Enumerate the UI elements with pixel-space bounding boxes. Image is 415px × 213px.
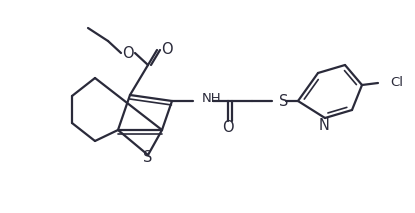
Text: S: S: [143, 150, 153, 164]
Text: O: O: [161, 42, 173, 56]
Text: S: S: [279, 94, 288, 108]
Text: Cl: Cl: [390, 76, 403, 89]
Text: O: O: [122, 46, 134, 60]
Text: O: O: [222, 121, 234, 135]
Text: N: N: [319, 118, 330, 134]
Text: NH: NH: [202, 92, 222, 105]
